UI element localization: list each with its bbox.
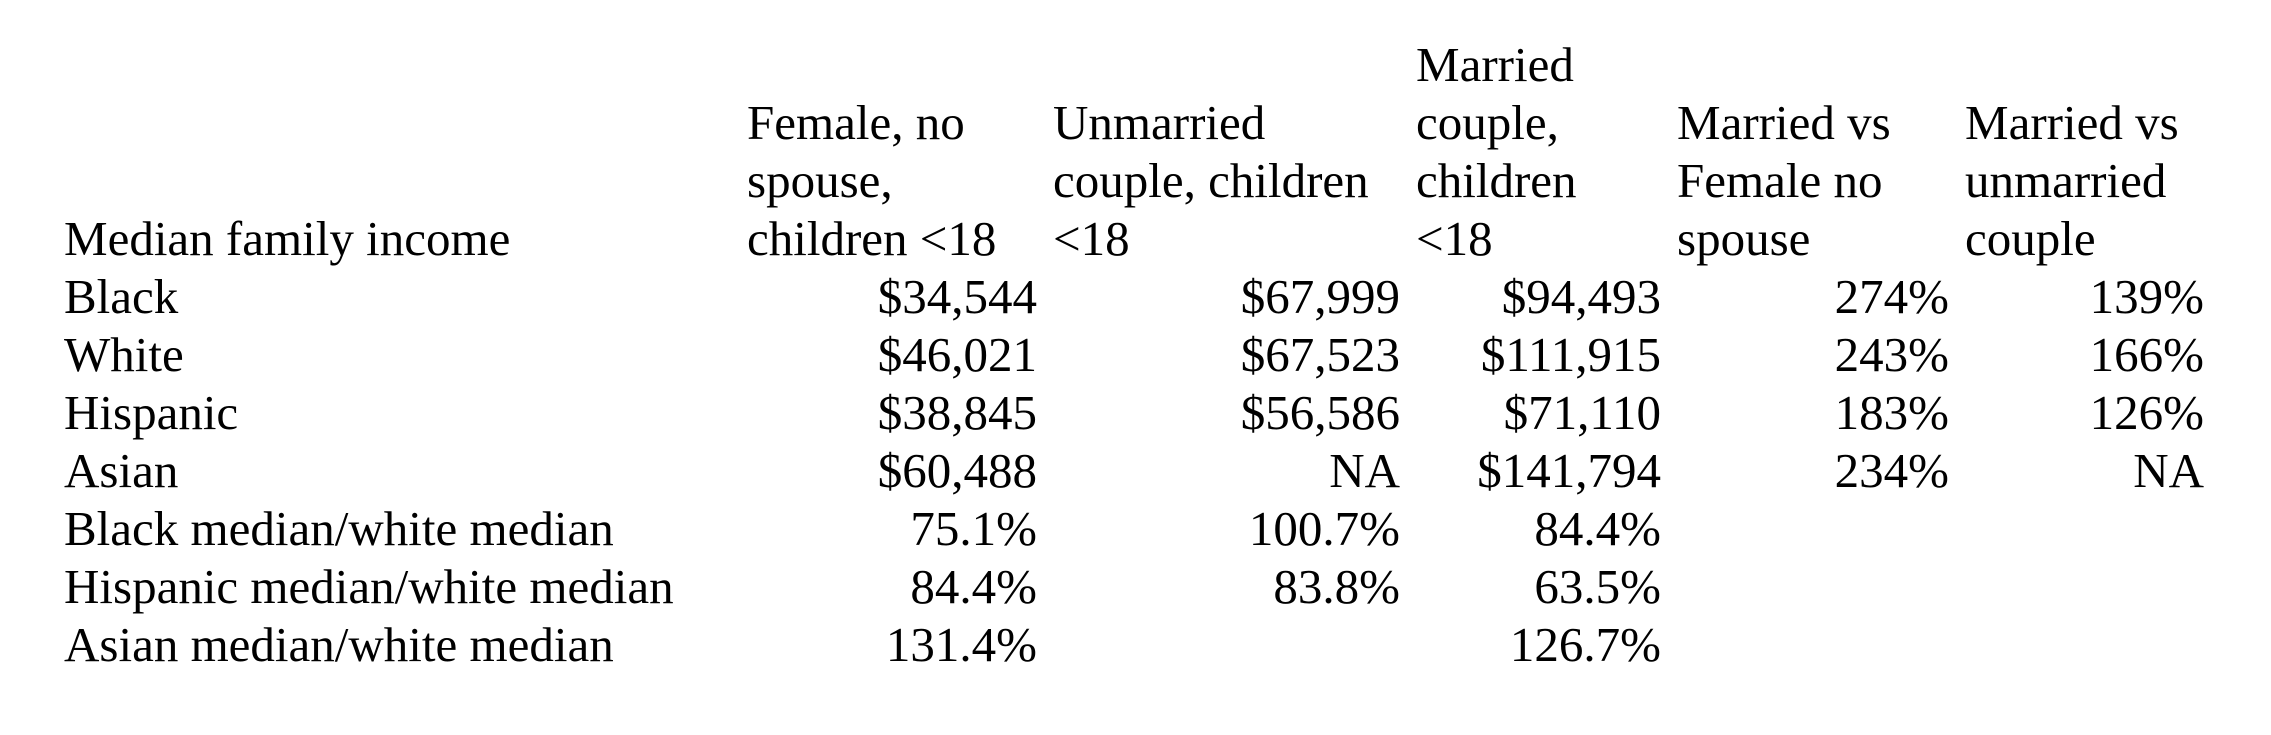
table-row: Black $34,544 $67,999 $94,493 274% 139% (56, 268, 2212, 326)
table-cell[interactable]: 243% (1834, 327, 1949, 382)
row-label[interactable]: Hispanic (64, 385, 239, 440)
table-cell[interactable]: $38,845 (877, 385, 1037, 440)
header-row: Median family income Female, no spouse, … (56, 36, 2212, 268)
table-cell[interactable]: $67,523 (1240, 327, 1400, 382)
table-cell[interactable] (1669, 558, 1957, 616)
table-cell[interactable]: 183% (1834, 385, 1949, 440)
table-cell[interactable]: $34,544 (877, 269, 1037, 324)
column-header-female-no-spouse[interactable]: Female, no spouse, children <18 (747, 95, 997, 266)
table-cell[interactable]: $94,493 (1501, 269, 1661, 324)
table-cell[interactable]: 100.7% (1248, 501, 1400, 556)
column-header-unmarried-couple[interactable]: Unmarried couple, children <18 (1053, 95, 1369, 266)
column-header-married-vs-female[interactable]: Married vs Female no spouse (1677, 95, 1891, 266)
table-cell[interactable]: NA (2133, 443, 2204, 498)
table-cell[interactable]: $67,999 (1240, 269, 1400, 324)
table-cell[interactable]: 274% (1834, 269, 1949, 324)
table-row: Hispanic $38,845 $56,586 $71,110 183% 12… (56, 384, 2212, 442)
column-header-married-vs-unmarried[interactable]: Married vs unmarried couple (1965, 95, 2179, 266)
table-cell[interactable]: 131.4% (885, 617, 1037, 672)
row-label[interactable]: Black (64, 269, 179, 324)
table-cell[interactable]: 139% (2089, 269, 2204, 324)
row-label[interactable]: White (64, 327, 184, 382)
table-row: White $46,021 $67,523 $111,915 243% 166% (56, 326, 2212, 384)
table-cell[interactable]: $56,586 (1240, 385, 1400, 440)
table-cell[interactable] (1045, 616, 1408, 674)
table-cell[interactable]: 126% (2089, 385, 2204, 440)
table-cell[interactable]: 234% (1834, 443, 1949, 498)
table-row: Asian median/white median 131.4% 126.7% (56, 616, 2212, 674)
table-cell[interactable] (1669, 500, 1957, 558)
corner-label[interactable]: Median family income (64, 211, 511, 266)
row-label[interactable]: Black median/white median (64, 501, 614, 556)
table-cell[interactable]: $71,110 (1503, 385, 1661, 440)
row-label[interactable]: Asian median/white median (64, 617, 614, 672)
table-cell[interactable] (1957, 500, 2212, 558)
table-cell[interactable]: 84.4% (910, 559, 1037, 614)
table-cell[interactable]: 166% (2089, 327, 2204, 382)
row-label[interactable]: Hispanic median/white median (64, 559, 674, 614)
table-cell[interactable]: NA (1329, 443, 1400, 498)
table-row: Hispanic median/white median 84.4% 83.8%… (56, 558, 2212, 616)
table-cell[interactable]: $60,488 (877, 443, 1037, 498)
table-row: Asian $60,488 NA $141,794 234% NA (56, 442, 2212, 500)
table-cell[interactable]: $111,915 (1480, 327, 1661, 382)
table-cell[interactable]: 83.8% (1273, 559, 1400, 614)
table-cell[interactable]: 75.1% (910, 501, 1037, 556)
table-cell[interactable]: $46,021 (877, 327, 1037, 382)
income-table: Median family income Female, no spouse, … (56, 36, 2212, 674)
table-cell[interactable] (1957, 558, 2212, 616)
table-cell[interactable] (1957, 616, 2212, 674)
table-cell[interactable]: 126.7% (1509, 617, 1661, 672)
table-cell[interactable]: $141,794 (1477, 443, 1661, 498)
table-row: Black median/white median 75.1% 100.7% 8… (56, 500, 2212, 558)
table-cell[interactable]: 63.5% (1534, 559, 1661, 614)
table-cell[interactable]: 84.4% (1534, 501, 1661, 556)
table-cell[interactable] (1669, 616, 1957, 674)
row-label[interactable]: Asian (64, 443, 179, 498)
column-header-married-couple[interactable]: Married couple, children <18 (1416, 37, 1577, 266)
